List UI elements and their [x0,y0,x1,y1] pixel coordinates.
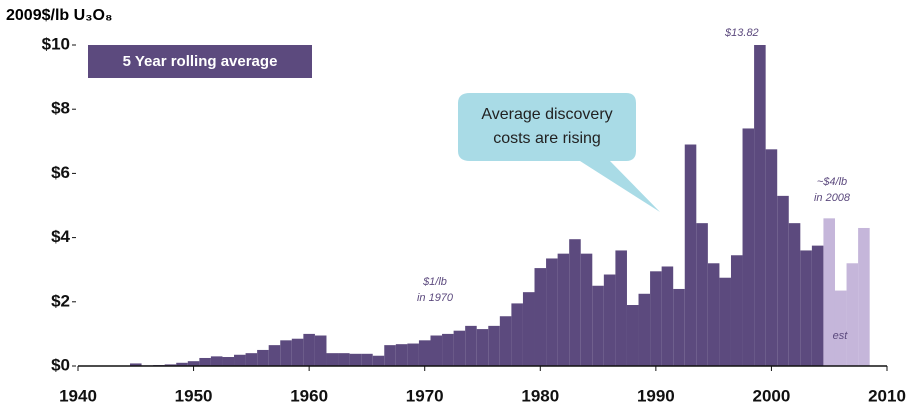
bar [580,253,593,366]
bar [788,223,801,366]
bar [638,293,651,366]
y-tick-label: $0 [51,355,70,374]
bar [430,335,443,366]
callout-text: Average discovery [481,106,612,123]
bar [730,255,743,366]
bar [176,362,188,366]
bar [603,274,616,366]
bar [777,195,789,366]
bar [569,239,581,366]
bar [800,250,812,366]
bar [615,250,627,366]
bar [268,345,281,366]
x-tick-label: 2000 [753,386,791,405]
bar [349,353,362,366]
bar [499,316,512,366]
bar [511,303,523,366]
value-label: $13.82 [724,27,759,39]
bar [719,277,731,366]
bar [384,345,396,366]
bar [650,271,662,366]
bar [234,354,246,366]
bar [164,364,177,366]
bar [742,128,755,366]
annotation: in 1970 [417,292,454,304]
legend-label: 5 Year rolling average [123,53,278,70]
bar [696,223,708,366]
bar [338,353,350,366]
y-tick-label: $10 [42,34,70,53]
x-tick-label: 1980 [521,386,559,405]
x-tick-label: 1970 [406,386,444,405]
bar [372,355,385,366]
bar [407,343,419,366]
bar [534,268,547,366]
bar [811,245,824,366]
bar [846,263,859,366]
y-tick-label: $4 [51,227,70,246]
bar [684,144,697,366]
bar [765,149,778,366]
y-tick-label: $8 [51,99,70,118]
x-tick-label: 1940 [59,386,97,405]
annotation: $1/lb [422,276,447,288]
callout-text: costs are rising [493,130,601,147]
legend-box [88,45,312,78]
bar [303,333,315,366]
y-axis-label: 2009$/lb U₃O₈ [6,7,113,24]
bar [488,325,500,366]
bar [592,285,604,366]
x-tick-label: 1960 [290,386,328,405]
bar [754,45,766,367]
bar [210,356,223,366]
bar [395,344,408,366]
bar [326,353,339,366]
bar [199,357,211,366]
bar [476,329,489,366]
bar [245,353,258,366]
bar [707,263,720,366]
x-tick-label: 2010 [868,386,906,405]
bar [546,258,558,366]
bar [661,266,674,366]
bar [442,333,454,366]
x-tick-label: 1990 [637,386,675,405]
y-tick-label: $2 [51,291,70,310]
bar [557,253,570,366]
bar [314,335,327,366]
bar [257,349,269,366]
bar [280,340,292,366]
bar [453,330,466,366]
series-label: est [833,330,849,342]
bar [187,361,200,366]
annotation: in 2008 [814,192,851,204]
bar [673,288,685,366]
bar [130,363,142,366]
bar [834,290,847,366]
bar [858,227,870,366]
y-tick-label: $6 [51,163,70,182]
bar [291,338,304,366]
x-tick-label: 1950 [175,386,213,405]
bar [522,292,535,366]
bar [222,357,235,366]
bar [361,353,373,366]
callout-bubble [458,93,660,212]
bar [626,305,639,366]
bar [823,218,835,366]
bar [418,340,431,366]
plot-area [130,45,870,367]
annotation: ~$4/lb [817,176,847,188]
bar [465,325,477,366]
